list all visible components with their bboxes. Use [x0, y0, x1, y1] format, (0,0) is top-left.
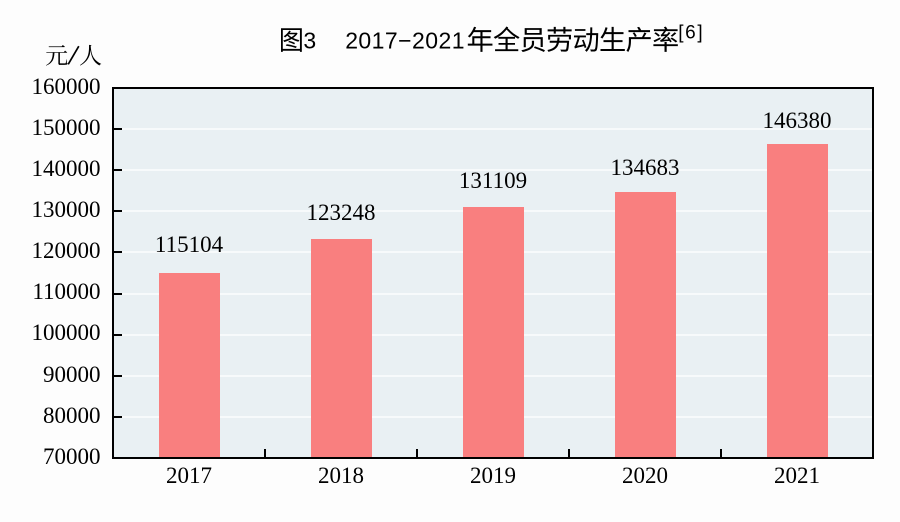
svg-text:2017−2021: 2017−2021	[345, 28, 465, 54]
svg-text:[6]: [6]	[678, 23, 703, 44]
svg-text:3: 3	[303, 28, 316, 54]
